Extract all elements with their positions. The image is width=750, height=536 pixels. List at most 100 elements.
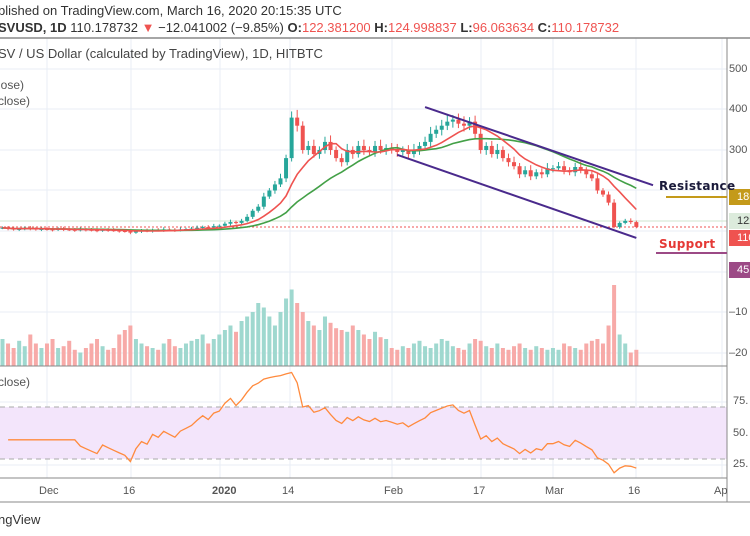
candle-body <box>500 150 505 159</box>
volume-bar <box>72 349 77 366</box>
volume-bar <box>439 339 444 366</box>
volume-bar <box>6 343 11 366</box>
volume-bar <box>578 349 583 366</box>
volume-bar <box>217 334 222 366</box>
volume-bar <box>261 307 266 366</box>
candle-body <box>600 190 605 195</box>
high-value: 124.998837 <box>388 20 457 35</box>
volume-bar <box>0 339 5 366</box>
candle-body <box>484 145 489 150</box>
candle-body <box>489 145 494 155</box>
candle-body <box>284 158 289 179</box>
volume-bar <box>67 340 72 366</box>
volume-bar <box>161 343 166 366</box>
volume-bar <box>22 346 27 366</box>
volume-bar <box>500 348 505 366</box>
volume-bar <box>361 334 366 366</box>
candle-body <box>206 226 211 228</box>
time-tick: Feb <box>384 485 403 497</box>
volume-bar <box>56 348 61 366</box>
trendline-lower <box>396 153 637 239</box>
volume-bar <box>311 325 316 366</box>
legend-rsi[interactable]: close) <box>0 375 31 389</box>
volume-bar <box>367 339 372 366</box>
volume-bar <box>612 285 617 366</box>
time-tick: Dec <box>39 485 59 497</box>
volume-tick-1: –10 <box>729 306 748 318</box>
candle-body <box>506 158 511 163</box>
candle-body <box>539 172 544 175</box>
legend-ma2[interactable]: close) <box>0 94 31 108</box>
volume-bar <box>395 349 400 366</box>
candle-body <box>361 145 366 150</box>
time-tick: 14 <box>282 485 295 497</box>
candle-body <box>434 129 439 134</box>
price-change: −12.041002 (−9.85%) <box>158 20 284 35</box>
volume-tick-2: –20 <box>729 347 748 359</box>
open-price-label: 122 <box>729 213 750 229</box>
candle-body <box>234 222 239 224</box>
candle-body <box>628 220 633 223</box>
volume-bar <box>461 349 466 366</box>
volume-bar <box>539 348 544 366</box>
candle-body <box>467 121 472 126</box>
candle-body <box>512 162 517 167</box>
candle-body <box>534 172 539 177</box>
candle-body <box>228 222 233 224</box>
volume-bar <box>195 339 200 366</box>
candle-body <box>133 231 138 233</box>
volume-bar <box>434 343 439 366</box>
volume-bar <box>278 312 283 366</box>
volume-bar <box>417 340 422 366</box>
volume-bar <box>445 340 450 366</box>
volume-bar <box>178 348 183 366</box>
trendline-upper <box>424 106 654 187</box>
time-tick: Mar <box>545 485 564 497</box>
candle-body <box>595 178 600 191</box>
close-value: 110.178732 <box>551 20 620 35</box>
ma-fast-line <box>2 125 637 232</box>
symbol-ohlc: SVUSD, 1D 110.178732 ▼ −12.041002 (−9.85… <box>0 20 619 35</box>
volume-bar <box>489 348 494 366</box>
candle-body <box>128 231 133 233</box>
support-annotation: Support <box>659 237 716 251</box>
volume-bar <box>28 334 33 366</box>
volume-bar <box>44 343 49 366</box>
volume-bar <box>450 346 455 366</box>
volume-bar <box>206 343 211 366</box>
volume-bar <box>512 346 517 366</box>
high-label: H: <box>374 20 388 35</box>
volume-bar <box>567 346 572 366</box>
rsi-tick-50: 50. <box>733 427 749 439</box>
volume-bar <box>556 349 561 366</box>
down-arrow-icon: ▼ <box>141 20 155 35</box>
volume-bar <box>133 339 138 366</box>
volume-bar <box>50 339 55 366</box>
volume-bar <box>356 330 361 366</box>
candle-body <box>634 222 639 227</box>
support-price-label: 45. <box>729 262 750 278</box>
candle-body <box>589 174 594 179</box>
candle-body <box>122 231 127 232</box>
time-tick: 17 <box>473 485 486 497</box>
volume-bar <box>345 331 350 366</box>
volume-bar <box>534 346 539 366</box>
volume-bar <box>150 348 155 366</box>
legend-ma1[interactable]: lose) <box>0 78 25 92</box>
volume-bar <box>634 349 639 366</box>
volume-bar <box>39 348 44 366</box>
volume-bar <box>222 330 227 366</box>
candle-body <box>306 145 311 150</box>
volume-bar <box>211 339 216 366</box>
candle-body <box>617 222 622 227</box>
volume-bar <box>128 325 133 366</box>
candle-body <box>272 184 277 191</box>
candle-body <box>545 168 550 175</box>
volume-bar <box>183 343 188 366</box>
candle-body <box>578 167 583 171</box>
candle-body <box>423 141 428 146</box>
close-label: C: <box>537 20 552 35</box>
candle-body <box>334 150 339 159</box>
candle-body <box>200 226 205 228</box>
